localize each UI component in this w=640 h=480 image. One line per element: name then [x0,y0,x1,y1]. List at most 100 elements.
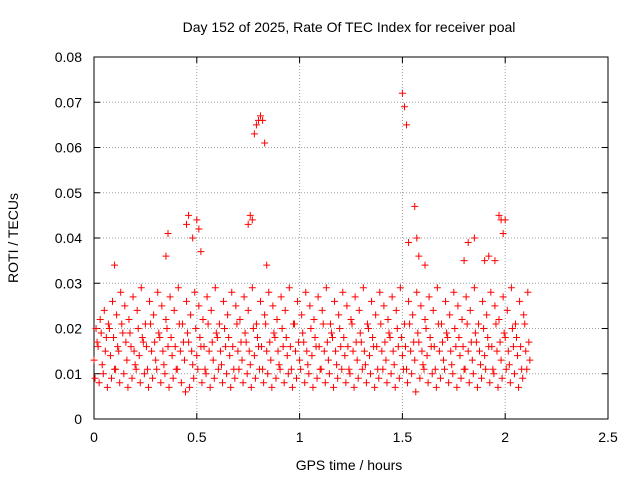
data-point [147,320,155,328]
data-point [341,352,349,360]
y-tick-label: 0.01 [55,366,82,382]
data-point [461,365,469,373]
y-axis-label: ROTI / TECUs [5,193,21,283]
x-tick-label: 0 [90,429,98,445]
data-point [358,365,366,373]
data-point [113,311,121,319]
data-point [495,315,503,323]
data-point [252,320,260,328]
data-point [237,338,245,346]
data-point [473,383,481,391]
data-point [492,320,500,328]
data-point [309,383,317,391]
data-point [260,379,268,387]
data-point [498,374,506,382]
y-tick-label: 0.02 [55,321,82,337]
data-point [339,288,347,296]
data-point [466,306,474,314]
data-point [262,320,270,328]
data-point [210,374,218,382]
data-point [146,297,154,305]
data-point [118,320,126,328]
data-point [119,329,127,337]
data-point [252,121,260,129]
data-point [189,234,197,242]
data-point [295,338,303,346]
data-point [267,356,275,364]
data-point [478,374,486,382]
data-point [130,347,138,355]
data-point [220,297,228,305]
data-point [100,306,108,314]
data-point [438,338,446,346]
data-point [134,325,142,332]
data-point [421,315,429,323]
data-point [377,320,385,328]
data-point [164,343,172,351]
data-point [468,356,476,364]
data-point [171,343,179,351]
data-point [405,239,413,247]
data-point [166,293,174,301]
data-point [482,365,490,373]
x-tick-label: 2.5 [598,429,618,445]
data-point [382,356,390,364]
data-point [337,343,345,351]
data-point [144,383,152,391]
data-point [452,343,460,351]
data-point [155,329,163,337]
data-point [408,370,416,378]
data-point [301,379,309,387]
data-point [296,356,304,364]
data-point [266,338,274,346]
data-point [193,216,201,224]
data-point [92,325,100,332]
data-point [275,361,283,369]
data-point [471,329,479,337]
data-point [261,139,269,147]
data-point [417,302,425,310]
data-point [250,130,258,138]
data-point [401,343,409,351]
data-point [299,329,307,337]
data-point [391,383,399,391]
data-point [188,347,196,355]
data-point [261,311,269,319]
data-point [381,338,389,346]
y-tick-label: 0.05 [55,185,82,201]
data-point [227,383,235,391]
data-point [426,334,434,342]
data-point [494,383,502,391]
data-point [359,284,367,292]
data-point [315,343,323,351]
data-point [499,229,507,237]
data-point [515,383,523,391]
data-point [129,293,137,301]
data-point [291,347,299,355]
data-point [400,103,408,111]
data-point [224,311,232,319]
data-point [511,320,519,328]
data-point [481,257,489,265]
data-point [101,347,109,355]
data-point [355,306,363,314]
data-point [293,374,301,382]
data-point [233,320,241,328]
y-tick-label: 0.04 [55,230,82,246]
data-point [516,297,524,305]
data-point [348,320,356,328]
data-point [501,334,509,342]
data-point [213,334,221,342]
data-point [450,288,458,296]
data-point [211,284,219,292]
data-point [523,365,531,373]
x-tick-label: 0.5 [187,429,207,445]
data-point [282,334,290,342]
data-point [383,379,391,387]
data-point [317,365,325,373]
data-point [183,297,191,305]
data-point [456,352,464,360]
data-point [369,334,377,342]
data-point [322,284,330,292]
data-point [126,329,134,337]
